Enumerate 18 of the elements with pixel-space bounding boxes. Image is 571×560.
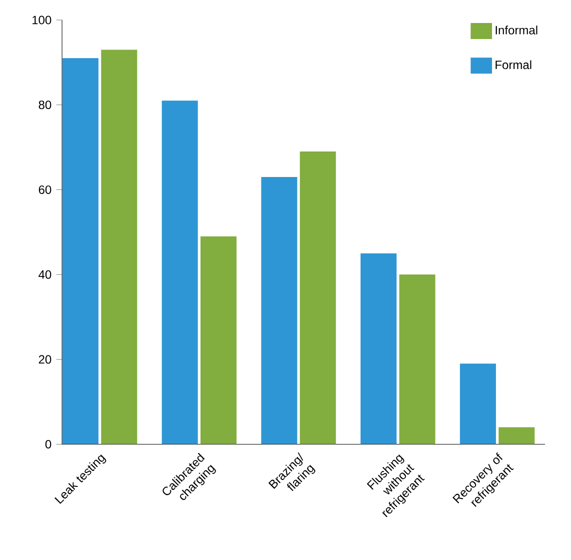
bar (498, 427, 535, 444)
bar (200, 236, 237, 444)
bar (261, 176, 298, 444)
bar (62, 58, 98, 444)
bar (360, 253, 397, 444)
bar (399, 274, 436, 444)
bar (101, 50, 138, 444)
bar (300, 151, 336, 444)
y-tick-label: 60 (38, 185, 52, 194)
legend-label: Formal (496, 60, 532, 69)
y-tick-label: 0 (45, 440, 52, 448)
y-tick-label: 100 (32, 16, 52, 24)
legend-label: Informal (496, 25, 538, 34)
y-tick-label: 40 (38, 270, 52, 279)
y-tick-label: 80 (38, 100, 52, 109)
bar (162, 100, 198, 444)
y-tick-label: 20 (38, 354, 52, 364)
bar (460, 363, 496, 444)
